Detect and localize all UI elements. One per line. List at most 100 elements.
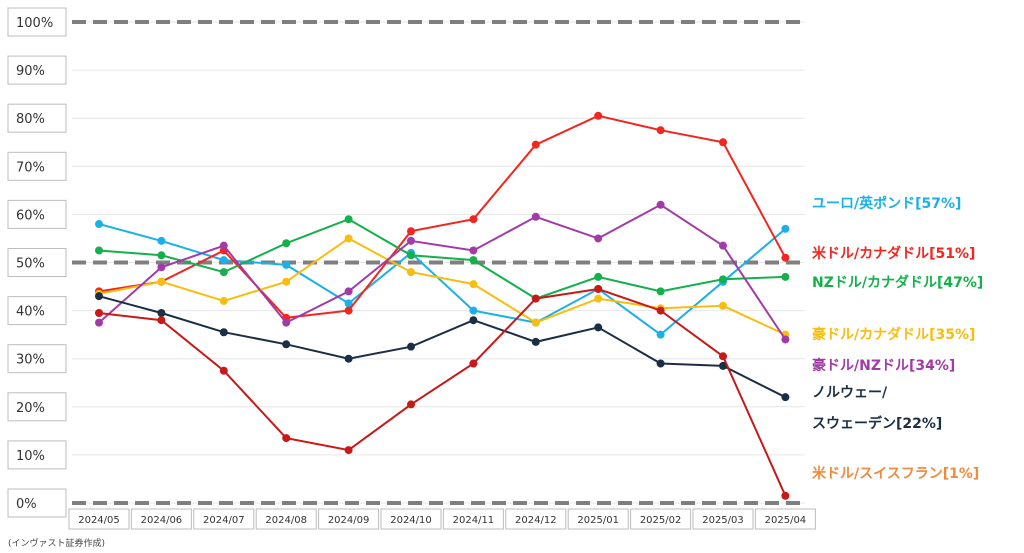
y-tick-box (7, 296, 67, 326)
y-tick-label: 20% (16, 401, 45, 416)
data-point (656, 200, 665, 209)
series-4 (95, 200, 790, 344)
data-point (407, 227, 415, 236)
legend-label: 豪ドル/NZドル[34%] (812, 357, 955, 374)
data-point (469, 215, 478, 224)
y-tick-label: 100% (16, 16, 53, 31)
data-point (407, 236, 415, 245)
series-6 (95, 284, 790, 500)
x-tick-box (380, 508, 442, 530)
y-tick-box (7, 344, 67, 374)
x-tick-box (692, 508, 754, 530)
data-point (656, 330, 665, 339)
data-point (656, 126, 665, 135)
data-point (344, 306, 353, 315)
data-point (656, 306, 665, 315)
x-tick-box (255, 508, 317, 530)
y-tick-label: 0% (16, 497, 37, 512)
data-point (407, 268, 415, 277)
x-tick-box (193, 508, 255, 530)
data-point (594, 234, 603, 243)
data-point (656, 359, 665, 368)
y-tick-box (7, 488, 67, 518)
series-0 (95, 220, 790, 339)
data-point (344, 215, 353, 224)
x-tick-box (505, 508, 567, 530)
data-point (282, 318, 291, 327)
series-line (98, 295, 786, 399)
legend-label: 豪ドル/カナダドル[35%] (812, 326, 975, 343)
data-point (219, 366, 228, 375)
y-tick-label: 50% (16, 257, 45, 272)
data-point (95, 292, 103, 301)
source-note: (インヴァスト証券作成) (8, 537, 105, 549)
data-point (469, 246, 478, 255)
y-tick-label: 90% (16, 64, 45, 79)
x-tick-label: 2024/12 (515, 515, 557, 526)
x-tick-box (754, 508, 816, 530)
data-point (344, 354, 353, 363)
series-line (98, 218, 786, 300)
x-tick-label: 2024/05 (78, 515, 120, 526)
data-point (656, 287, 665, 296)
series-5 (95, 292, 790, 402)
data-point (531, 318, 540, 327)
data-point (531, 294, 540, 303)
data-point (719, 138, 727, 147)
data-point (157, 263, 166, 272)
x-tick-label: 2025/01 (577, 515, 619, 526)
x-tick-box (567, 508, 629, 530)
data-point (219, 268, 228, 277)
y-tick-label: 40% (16, 305, 45, 320)
x-tick-label: 2025/03 (702, 515, 744, 526)
data-point (719, 352, 727, 361)
y-tick-box (7, 55, 67, 85)
data-point (407, 342, 415, 351)
data-point (781, 393, 790, 402)
x-tick-label: 2024/07 (203, 515, 245, 526)
data-point (594, 323, 603, 332)
y-tick-box (7, 392, 67, 422)
data-point (594, 111, 603, 120)
data-point (781, 491, 790, 500)
series-line (98, 237, 786, 336)
data-point (469, 359, 478, 368)
data-point (719, 301, 727, 310)
y-tick-label: 10% (16, 449, 45, 464)
x-tick-box (68, 508, 130, 530)
legend-label: NZドル/カナダドル[47%] (812, 274, 983, 291)
data-point (594, 272, 603, 281)
data-point (594, 294, 603, 303)
y-tick-box (7, 103, 67, 133)
series-line (98, 203, 787, 341)
data-point (781, 335, 790, 344)
data-point (95, 318, 103, 327)
data-point (344, 446, 353, 455)
data-point (282, 340, 291, 349)
legend-label: 米ドル/スイスフラン[1%] (812, 465, 979, 482)
y-tick-label: 70% (16, 160, 45, 175)
reference-lines (72, 20, 805, 505)
data-point (531, 140, 540, 149)
data-point (157, 277, 166, 286)
x-tick-label: 2024/09 (328, 515, 370, 526)
y-tick-box (7, 7, 67, 37)
data-point (282, 277, 291, 286)
data-point (219, 296, 228, 305)
series-1 (95, 111, 790, 322)
x-tick-label: 2024/11 (453, 515, 495, 526)
series-line (98, 287, 787, 497)
x-tick-box (442, 508, 504, 530)
data-point (157, 316, 166, 325)
data-point (157, 309, 166, 318)
legend-label: ユーロ/英ポンド[57%] (812, 195, 961, 212)
legend: ユーロ/英ポンド[57%] 米ドル/カナダドル[51%] NZドル/カナダドル[47… (812, 195, 983, 482)
x-axis: 2024/05 2024/06 2024/07 2024/08 2024/09 2024/… (68, 508, 816, 530)
data-point (219, 256, 228, 265)
data-point (157, 251, 166, 260)
x-tick-label: 2024/08 (265, 515, 307, 526)
data-point (469, 280, 478, 289)
legend-label: スウェーデン[22%] (812, 415, 942, 432)
data-point (95, 246, 103, 255)
